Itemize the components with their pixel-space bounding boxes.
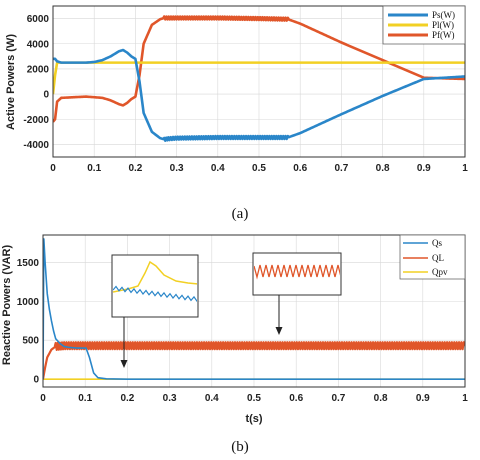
chart-a-ylabel: Active Powers (W) [5,34,17,130]
legend-label-ps: Ps(W) [432,10,455,20]
chart-a: 0 0.1 0.2 0.3 0.4 0.5 0.6 0.7 0.8 0.9 1 -4000 -2000… [5,5,468,222]
caption-b: (b) [231,439,249,455]
chart-b: 0 0.1 0.2 0.3 0.4 0.5 0.6 0.7 0.8 0.9 1 0 500 1000 15… [1,234,468,455]
chart-b-x-ticks: 0 0.1 0.2 0.3 0.4 0.5 0.6 0.7 0.8 0.9 1 [40,393,468,404]
chart-a-series-line-pf-w [53,15,465,123]
chart-b-y-tick-label: 500 [22,336,39,347]
chart-b-x-tick-label: 0.6 [289,393,303,404]
chart-b-frame [42,234,466,388]
chart-a-x-tick-label: 0.9 [417,163,431,174]
chart-b-x-tick-label: 0.3 [163,393,177,404]
chart-b-x-tick-label: 0.4 [205,393,219,404]
chart-a-x-tick-label: 0.4 [211,163,225,174]
chart-b-y-tick-label: 1000 [17,297,40,308]
zoom-inset-start [111,254,199,368]
chart-a-x-tick-label: 0.7 [334,163,348,174]
zoom-inset-ql [252,252,342,335]
chart-b-x-tick-label: 0.9 [416,393,430,404]
chart-a-y-tick-label: -4000 [23,140,49,151]
caption-a: (a) [232,206,249,222]
chart-b-y-tick-label: 0 [33,375,39,386]
legend-label-pl: Pl(W) [432,20,454,30]
chart-a-x-tick-label: 0.6 [293,163,307,174]
chart-a-y-tick-label: 6000 [27,14,50,25]
chart-a-y-tick-label: 0 [43,90,49,101]
chart-a-series [53,15,465,142]
chart-b-x-tick-label: 0 [40,393,46,404]
chart-b-xlabel: t(s) [245,413,262,425]
legend-label-qs: Qs [432,238,442,248]
chart-a-frame [52,5,466,158]
chart-b-series-line-qs [43,238,465,381]
zoom-inset-start-qpv-curve [113,260,197,293]
zoom-inset-start-arrowhead [120,360,128,368]
chart-a-x-ticks: 0 0.1 0.2 0.3 0.4 0.5 0.6 0.7 0.8 0.9 1 [50,163,468,174]
chart-a-x-tick-label: 0 [50,163,56,174]
chart-b-x-tick-label: 0.5 [247,393,261,404]
chart-a-series-line-ps-w [53,48,465,142]
chart-b-x-tick-label: 1 [462,393,468,404]
chart-a-y-ticks: -4000 -2000 0 2000 4000 6000 [23,14,49,151]
zoom-inset-ql-arrowhead [275,327,283,335]
chart-b-ylabel: Reactive Powers (VAR) [1,245,13,366]
chart-a-y-tick-label: -2000 [23,115,49,126]
chart-b-x-tick-label: 0.8 [374,393,388,404]
chart-b-legend: Qs QL Qpv [399,234,466,280]
legend-label-qpv: Qpv [432,267,448,277]
chart-b-x-tick-label: 0.2 [120,393,134,404]
chart-b-x-tick-label: 0.1 [78,393,92,404]
chart-a-x-tick-label: 0.5 [252,163,266,174]
legend-label-pf: Pf(W) [432,30,455,40]
chart-a-x-tick-label: 0.2 [128,163,142,174]
chart-a-x-tick-label: 0.3 [170,163,184,174]
chart-a-y-tick-label: 4000 [27,39,50,50]
legend-label-ql: QL [432,253,444,263]
chart-a-x-tick-label: 0.1 [87,163,101,174]
zoom-inset-ql-curve [254,264,340,280]
chart-b-series [43,238,465,381]
zoom-inset-start-box [111,254,199,318]
zoom-inset-start-qs-curve [113,285,197,303]
chart-b-y-ticks: 0 500 1000 1500 [17,258,40,386]
chart-a-x-tick-label: 1 [462,163,468,174]
chart-b-x-tick-label: 0.7 [331,393,345,404]
chart-b-series-line-ql [43,341,465,380]
chart-a-legend: Ps(W) Pl(W) Pf(W) [382,5,466,45]
chart-a-y-tick-label: 2000 [27,64,50,75]
chart-a-x-tick-label: 0.8 [376,163,390,174]
chart-b-y-tick-label: 1500 [17,258,40,269]
